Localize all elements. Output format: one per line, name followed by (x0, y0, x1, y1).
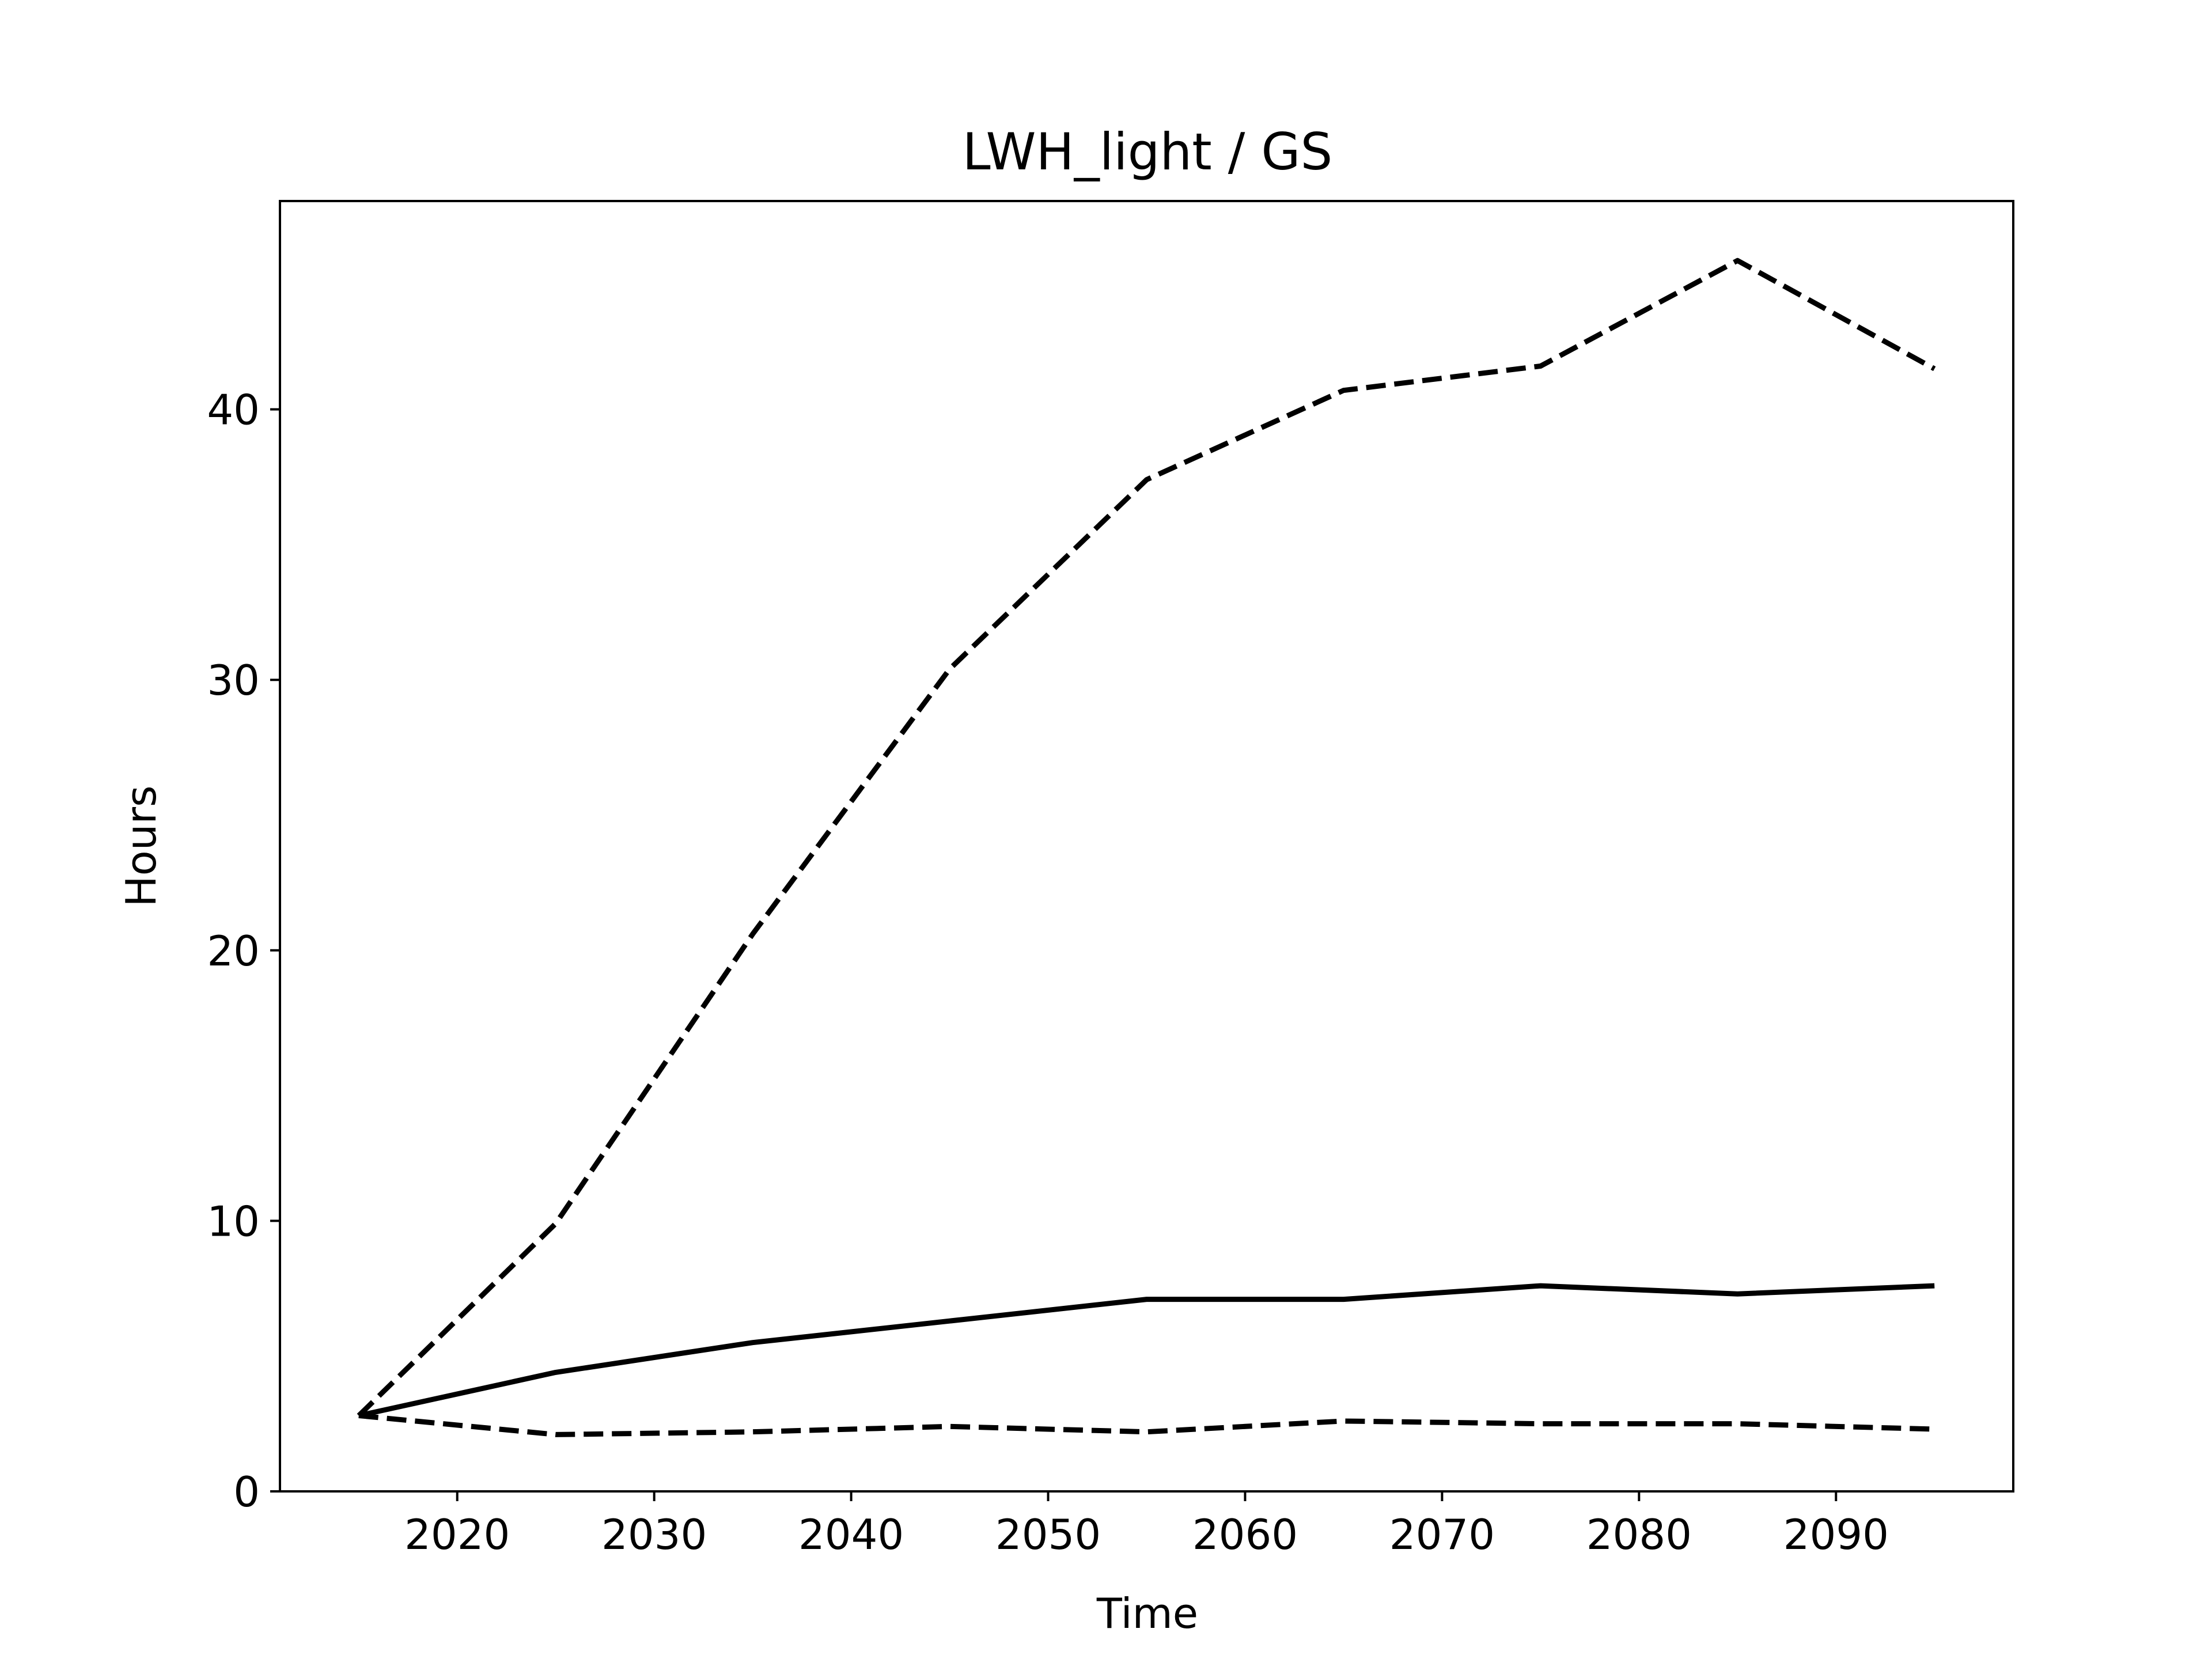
chart-title: LWH_light / GS (963, 122, 1333, 181)
x-tick-label: 2090 (1783, 1510, 1889, 1559)
x-tick-label: 2050 (995, 1510, 1101, 1559)
series-line-3 (358, 1413, 1935, 1437)
x-tick-label: 2020 (404, 1510, 510, 1559)
y-axis-label: Hours (117, 786, 165, 907)
x-tick-label: 2040 (798, 1510, 904, 1559)
series-lines (357, 257, 1936, 1437)
x-tick-label: 2060 (1192, 1510, 1298, 1559)
x-axis-ticks: 2020 2030 2040 2050 2060 2070 2080 2090 (404, 1491, 1889, 1559)
y-tick-label: 40 (207, 386, 260, 434)
y-tick-label: 30 (207, 656, 260, 704)
plot-frame (279, 200, 2014, 1493)
x-axis-label: Time (1096, 1589, 1198, 1638)
y-tick-label: 20 (207, 927, 260, 975)
y-tick-label: 0 (233, 1468, 260, 1516)
y-axis-ticks: 0 10 20 30 40 (207, 386, 280, 1516)
x-tick-label: 2030 (601, 1510, 707, 1559)
y-tick-label: 10 (207, 1197, 260, 1245)
x-tick-label: 2080 (1586, 1510, 1692, 1559)
x-tick-label: 2070 (1389, 1510, 1495, 1559)
series-line-2 (357, 257, 1936, 1418)
series-line-1 (358, 1283, 1935, 1418)
